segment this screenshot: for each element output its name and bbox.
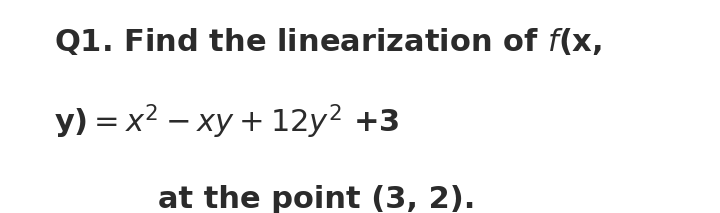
Text: y)$= x^2 - xy + 12y^2$ +3: y)$= x^2 - xy + 12y^2$ +3 [54,102,400,141]
Text: Q1. Find the linearization of $f$(x,: Q1. Find the linearization of $f$(x, [54,26,602,57]
Text: at the point (3, 2).: at the point (3, 2). [158,185,476,213]
